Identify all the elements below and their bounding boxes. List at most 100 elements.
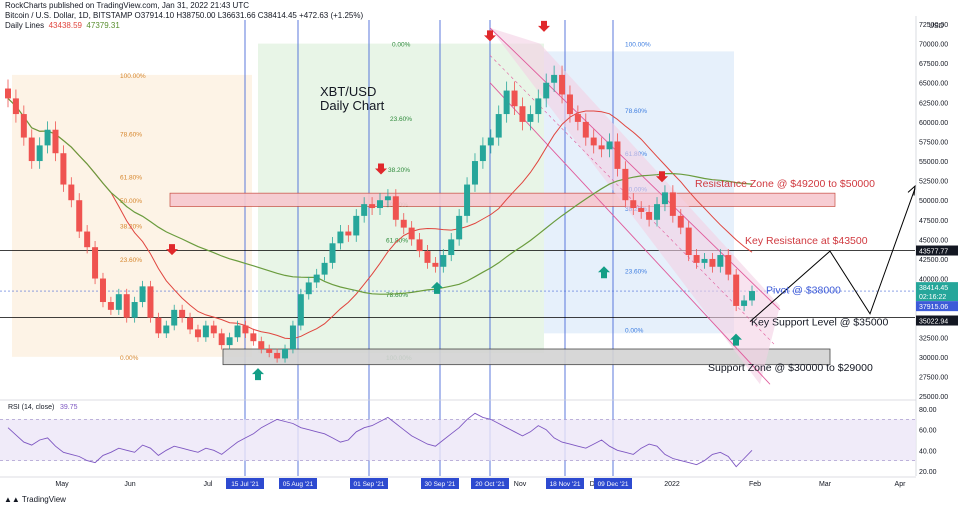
fib-label: 61.80% bbox=[120, 175, 142, 182]
candle-body bbox=[353, 215, 360, 236]
candle-body bbox=[535, 98, 542, 115]
x-tick-label: Jul bbox=[204, 481, 213, 488]
y-tick-label: 45000.00 bbox=[919, 237, 948, 244]
y-tick-label: 62500.00 bbox=[919, 100, 948, 107]
x-tick-label: Apr bbox=[895, 481, 907, 488]
last-price-tag-bg bbox=[916, 282, 958, 293]
candle-body bbox=[179, 309, 186, 318]
date-tag-bg bbox=[594, 478, 632, 489]
candle-body bbox=[654, 204, 661, 220]
sell-arrow-icon bbox=[538, 20, 550, 32]
candle-body bbox=[384, 196, 391, 201]
last-price-tag: 38414.45 bbox=[919, 285, 948, 292]
candle-body bbox=[511, 90, 518, 107]
date-tag: 18 Nov '21 bbox=[550, 481, 581, 488]
countdown-tag-bg bbox=[916, 291, 958, 302]
y-tick-label: 65000.00 bbox=[919, 81, 948, 88]
rsi-label: RSI (14, close) bbox=[8, 404, 54, 411]
candle-body bbox=[701, 258, 708, 263]
sell-arrow-icon bbox=[375, 163, 387, 175]
buy-arrow-icon bbox=[431, 281, 443, 294]
y-tick-label: 40000.00 bbox=[919, 277, 948, 284]
candle-body bbox=[297, 294, 304, 326]
support-zone bbox=[222, 348, 831, 366]
candle-body bbox=[76, 200, 83, 232]
sell-arrow-icon bbox=[484, 30, 496, 42]
chart-title: XBT/USD bbox=[320, 84, 376, 99]
candle-body bbox=[527, 114, 534, 122]
support-price-tag: 35022.94 bbox=[919, 319, 948, 326]
countdown-tag: 02:16:22 bbox=[919, 294, 946, 301]
fib-label: 0.00% bbox=[625, 327, 644, 334]
date-tag-bg bbox=[279, 478, 317, 489]
y-tick-label: 52500.00 bbox=[919, 179, 948, 186]
candle-body bbox=[741, 300, 748, 306]
chart-title-2: Daily Chart bbox=[320, 98, 385, 113]
candle-body bbox=[400, 219, 407, 228]
y-tick-label: 27500.00 bbox=[919, 374, 948, 381]
sell-arrow-icon bbox=[166, 244, 178, 256]
candle-body bbox=[464, 184, 471, 216]
candle-body bbox=[28, 137, 35, 162]
rsi-tick-label: 80.00 bbox=[919, 407, 937, 414]
candle-body bbox=[416, 239, 423, 252]
candle-body bbox=[20, 114, 27, 138]
annotation-key-resistance: Key Resistance at $43500 bbox=[745, 235, 868, 247]
candle-body bbox=[99, 278, 106, 303]
fib-label: 100.00% bbox=[625, 42, 651, 49]
candle-body bbox=[242, 325, 249, 334]
candle-body bbox=[725, 255, 732, 275]
candle-body bbox=[171, 309, 178, 326]
annotation-key-support: Key Support Level @ $35000 bbox=[751, 317, 888, 329]
fib-label: 78.60% bbox=[625, 108, 647, 115]
candle-body bbox=[685, 227, 692, 256]
x-tick-label: Nov bbox=[514, 481, 527, 488]
candle-body bbox=[44, 129, 51, 146]
fib-label: 78.60% bbox=[120, 132, 142, 139]
candle-body bbox=[84, 231, 91, 248]
candle-body bbox=[717, 255, 724, 267]
candle-body bbox=[92, 247, 99, 279]
candle-body bbox=[733, 274, 740, 306]
x-tick-label: Mar bbox=[819, 481, 832, 488]
candle-body bbox=[661, 192, 668, 205]
candle-body bbox=[52, 129, 59, 154]
y-tick-label: 72500.00 bbox=[919, 22, 948, 29]
annotation-resistance-zone: Resistance Zone @ $49200 to $50000 bbox=[695, 178, 875, 190]
rsi-value: 39.75 bbox=[60, 404, 78, 411]
y-tick-label: 70000.00 bbox=[919, 42, 948, 49]
x-tick-label: Jun bbox=[124, 481, 135, 488]
candle-body bbox=[590, 137, 597, 146]
channel-lower bbox=[489, 82, 771, 385]
candle-body bbox=[234, 325, 241, 338]
candle-body bbox=[392, 196, 399, 220]
sell-arrow-icon bbox=[656, 171, 668, 183]
candle-body bbox=[155, 317, 162, 334]
candle-body bbox=[693, 255, 700, 263]
buy-arrow-icon bbox=[598, 266, 610, 279]
candle-body bbox=[321, 262, 328, 275]
candle-body bbox=[749, 291, 755, 301]
candle-body bbox=[440, 255, 447, 267]
candle-body bbox=[139, 286, 146, 303]
resistance-price-tag-bg bbox=[916, 245, 958, 256]
buy-arrow-icon bbox=[730, 333, 742, 346]
candle-body bbox=[614, 141, 621, 169]
candle-body bbox=[115, 294, 122, 310]
candle-body bbox=[448, 239, 455, 256]
candle-body bbox=[282, 349, 289, 359]
candle-body bbox=[582, 121, 589, 138]
candle-body bbox=[123, 294, 130, 318]
date-tag: 20 Oct '21 bbox=[475, 481, 505, 488]
y-tick-label: 32500.00 bbox=[919, 335, 948, 342]
candle-body bbox=[187, 317, 194, 330]
candle-body bbox=[574, 114, 581, 122]
chart-header: RockCharts published on TradingView.com,… bbox=[5, 1, 363, 31]
tradingview-logo: ▲▲ TradingView bbox=[4, 495, 66, 504]
candle-body bbox=[218, 333, 225, 346]
fib-label: 78.60% bbox=[386, 292, 408, 299]
date-tag-bg bbox=[421, 478, 459, 489]
candle-body bbox=[194, 329, 201, 338]
y-tick-label: 50000.00 bbox=[919, 198, 948, 205]
projection-path bbox=[749, 188, 916, 322]
